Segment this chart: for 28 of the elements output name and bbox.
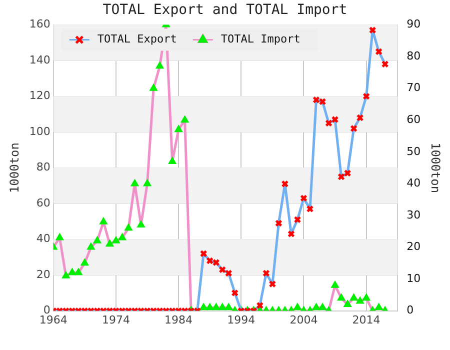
x-tick-label: 1984: [164, 313, 193, 326]
y-tick-label: 100: [29, 124, 50, 138]
y-tick-label: 20: [36, 268, 50, 281]
y-tick-label: 160: [29, 18, 50, 31]
y2-tick-label: 50: [406, 144, 421, 158]
x-tick-label: 1974: [102, 313, 130, 326]
y2-tick-label: 40: [406, 176, 421, 190]
y2-tick-label: 80: [406, 49, 421, 62]
y2-tick-label: 20: [406, 240, 421, 254]
legend-label: TOTAL Import: [220, 32, 300, 46]
y-tick-label: 80: [36, 160, 50, 174]
x-tick-label: 1994: [227, 313, 256, 326]
y2-axis-title: 1000ton: [428, 142, 443, 194]
y-tick-label: 140: [29, 53, 50, 66]
y-axis-title: 1000ton: [7, 142, 22, 194]
y-tick-label: 40: [36, 232, 50, 246]
y2-tick-label: 10: [406, 272, 421, 285]
legend-label: TOTAL Export: [97, 32, 177, 46]
y2-tick-label: 60: [406, 112, 421, 126]
y2-tick-label: 30: [406, 208, 421, 222]
chart-title: TOTAL Export and TOTAL Import: [102, 2, 348, 18]
y2-tick-label: 90: [406, 18, 421, 31]
y2-tick-label: 0: [406, 304, 414, 317]
x-tick-label: 2014: [352, 313, 380, 326]
y-tick-label: 120: [29, 89, 50, 102]
y-tick-label: 60: [36, 196, 50, 210]
y2-tick-label: 70: [406, 81, 421, 94]
x-tick-label: 2004: [290, 313, 318, 326]
